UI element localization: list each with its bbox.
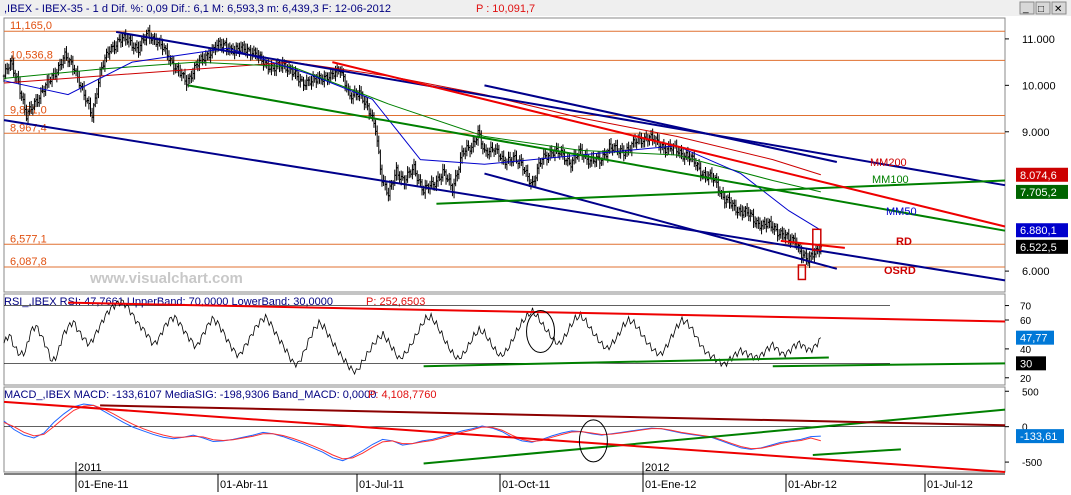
moving-average-mm100 xyxy=(3,61,821,193)
macd-y-label: 0 xyxy=(1022,423,1028,434)
chart-header-p: P : 10,091,7 xyxy=(476,3,535,15)
price-y-label: 10.000 xyxy=(1022,80,1056,92)
price-badge-box xyxy=(1016,184,1068,199)
level-label: 10,536,8 xyxy=(10,49,53,61)
x-tick-label: 01-Ene-12 xyxy=(645,479,696,491)
price-trend-line xyxy=(332,61,1006,228)
price-trend-line xyxy=(484,172,838,270)
year-label-2011: 2011 xyxy=(78,462,102,474)
level-label: 6,577,1 xyxy=(10,233,47,245)
macd-badge-text: -133,61 xyxy=(1020,431,1057,443)
rsi-badge-box xyxy=(1016,330,1054,345)
price-badge-text: 6.880,1 xyxy=(1020,225,1057,237)
maximize-button[interactable]: □ xyxy=(1035,1,1051,15)
rd-marker xyxy=(812,228,822,251)
x-tick-label: 01-Jul-11 xyxy=(359,479,404,491)
price-y-label: 6.000 xyxy=(1022,266,1050,278)
close-icon: ✕ xyxy=(1054,4,1062,15)
rsi-band-badge: 30 xyxy=(1016,356,1046,371)
price-frame xyxy=(3,17,1006,293)
price-y-label: 11.000 xyxy=(1022,34,1055,46)
maximize-icon: □ xyxy=(1038,4,1044,15)
macd-trend-line xyxy=(423,408,1006,465)
macd-trend-line xyxy=(100,404,1006,427)
watermark-text: www.visualchart.com xyxy=(89,270,243,287)
x-tick-label: 01-Oct-11 xyxy=(502,479,550,491)
chart-header-text: ,IBEX - IBEX-35 - 1 d Dif. %: 0,09 Dif.:… xyxy=(4,3,391,15)
rsi-highlight-circle xyxy=(526,310,556,354)
price-badge: 6.880,1 xyxy=(1016,223,1068,238)
osrd-marker xyxy=(797,264,807,281)
macd-highlight-circle xyxy=(578,419,608,463)
label-mm100: MM100 xyxy=(872,174,909,186)
macd-y-label: -500 xyxy=(1022,458,1042,469)
price-y-label: 9.000 xyxy=(1022,127,1050,139)
rsi-frame xyxy=(3,293,1006,386)
macd-title-p: P: 4,108,7760 xyxy=(368,389,437,401)
rsi-y-label: 60 xyxy=(1020,316,1032,327)
label-mm200: MM200 xyxy=(870,157,907,169)
title-bar: ,IBEX - IBEX-35 - 1 d Dif. %: 0,09 Dif.:… xyxy=(0,0,1071,16)
macd-title: MACD_,IBEX MACD: -133,6107 MediaSIG: -19… xyxy=(4,389,376,401)
macd-y-label: 500 xyxy=(1022,387,1039,398)
x-tick-label: 01-Jul-12 xyxy=(927,479,973,491)
level-label: 11,165,0 xyxy=(10,20,52,32)
price-badge-text: 7.705,2 xyxy=(1020,187,1057,199)
price-badge: 7.705,2 xyxy=(1016,184,1068,199)
close-button[interactable]: ✕ xyxy=(1051,1,1067,15)
rsi-badge: 47,77 xyxy=(1016,330,1054,345)
rsi-badge-text: 47,77 xyxy=(1020,333,1048,345)
minimize-icon: _ xyxy=(1022,3,1029,14)
rsi-band-badge-text: 30 xyxy=(1020,358,1032,370)
moving-average-mm50 xyxy=(3,47,822,231)
price-badge-box xyxy=(1016,223,1068,238)
rsi-y-label: 20 xyxy=(1020,374,1032,385)
price-badge-text: 8.074,6 xyxy=(1020,170,1057,182)
rsi-title: RSI_,IBEX RSI: 47,7661 UpperBand: 70,000… xyxy=(4,296,333,308)
price-badge-box xyxy=(1016,167,1068,182)
level-label: 6,087,8 xyxy=(10,256,47,268)
macd-frame xyxy=(3,386,1006,473)
price-trend-line xyxy=(115,30,1006,187)
x-tick-label: 01-Ene-11 xyxy=(78,479,129,491)
rsi-trend-line xyxy=(68,301,1006,323)
macd-panel: MACD_,IBEX MACD: -133,6107 MediaSIG: -19… xyxy=(3,386,1064,473)
rsi-panel: RSI_,IBEX RSI: 47,7661 UpperBand: 70,000… xyxy=(3,293,1054,386)
label-mm50: MM50 xyxy=(886,206,917,218)
rsi-series-line xyxy=(3,299,822,376)
annotation-rd: RD xyxy=(896,236,912,248)
x-tick-label: 01-Abr-11 xyxy=(220,479,268,491)
price-trend-line xyxy=(188,84,1006,232)
macd-trend-line xyxy=(3,400,1006,473)
price-panel: 11,165,010,536,89,851,08,967,46,577,16,0… xyxy=(2,17,1068,293)
macd-badge-box xyxy=(1016,429,1064,444)
price-badge-text: 6.522,5 xyxy=(1020,242,1057,254)
rsi-title-p: P: 252,6503 xyxy=(366,296,425,308)
moving-average-mm200 xyxy=(3,61,821,176)
rsi-trend-line xyxy=(772,362,1006,368)
macd-badge: -133,61 xyxy=(1016,429,1064,444)
date-axis: 01-Ene-11 01-Abr-11 01-Jul-11 01-Oct-11 01-E… xyxy=(4,462,1005,492)
annotation-osrd: OSRD xyxy=(884,265,916,277)
price-badge: 6.522,5 xyxy=(1016,239,1068,254)
macd-series-mediasig xyxy=(3,404,821,460)
price-badge: 8.074,6 xyxy=(1016,167,1068,182)
rsi-y-label: 70 xyxy=(1020,302,1032,313)
year-label-2012: 2012 xyxy=(645,462,669,474)
price-trend-line xyxy=(436,179,1006,205)
macd-trend-line xyxy=(812,448,901,456)
price-trend-line xyxy=(484,84,838,163)
price-badge-box xyxy=(1016,239,1068,254)
minimize-button[interactable]: _ xyxy=(1019,1,1035,15)
rsi-trend-line xyxy=(423,356,829,368)
x-tick-label: 01-Abr-12 xyxy=(788,479,837,491)
rsi-y-label: 40 xyxy=(1020,345,1032,356)
rsi-band-badge-box xyxy=(1016,356,1046,371)
